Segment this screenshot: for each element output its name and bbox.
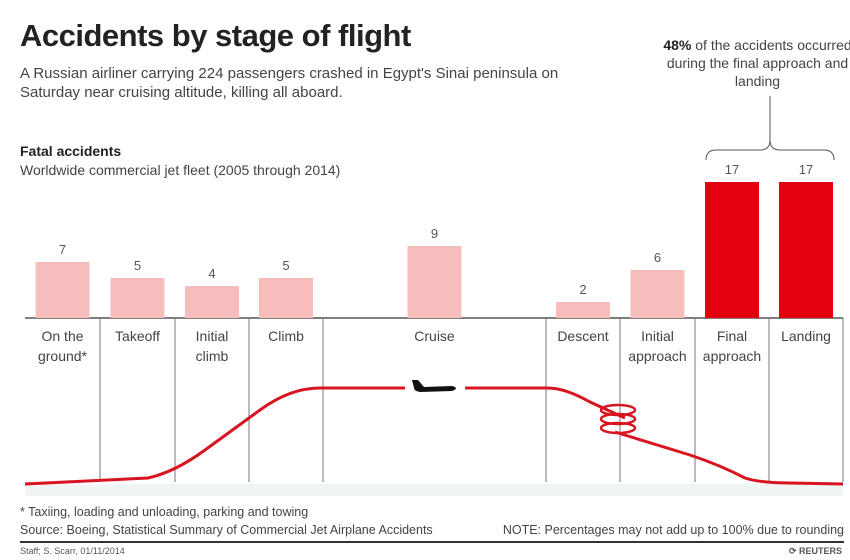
data-label: 17: [725, 162, 739, 177]
data-label: 2: [579, 282, 586, 297]
data-label: 5: [134, 258, 141, 273]
category-label: approach: [628, 348, 686, 364]
bar-8: [779, 182, 833, 318]
category-label: Climb: [268, 328, 304, 344]
flight-path-climb: [24, 386, 405, 486]
bar-5: [556, 302, 610, 318]
category-label: Takeoff: [115, 328, 160, 344]
logo-text: REUTERS: [798, 546, 842, 556]
data-label: 5: [282, 258, 289, 273]
category-label: Initial: [641, 328, 674, 344]
page-title: Accidents by stage of flight: [20, 18, 411, 53]
bar-4: [407, 246, 462, 318]
bar-3: [259, 278, 313, 318]
callout-text: of the accidents occurred during the fin…: [666, 37, 850, 89]
bar-7: [705, 182, 759, 318]
subtitle: A Russian airliner carrying 224 passenge…: [20, 65, 559, 101]
airplane-icon: [412, 380, 456, 392]
ground-band: [25, 484, 843, 496]
category-label: On the: [41, 328, 83, 344]
source: Source: Boeing, Statistical Summary of C…: [20, 523, 433, 537]
footnote: * Taxiing, loading and unloading, parkin…: [20, 505, 309, 519]
reuters-logo: ⟳ REUTERS: [788, 546, 842, 556]
category-label: Final: [717, 328, 747, 344]
credit: Staff; S. Scarr, 01/11/2014: [20, 546, 125, 556]
bracket: [705, 139, 835, 161]
bar-2: [185, 286, 239, 318]
data-label: 4: [208, 266, 215, 281]
callout-percent: 48%: [663, 37, 692, 53]
category-label: Descent: [557, 328, 608, 344]
category-label: Landing: [781, 328, 831, 344]
data-label: 7: [59, 242, 66, 257]
data-label: 9: [431, 226, 438, 241]
footer-divider: [20, 541, 844, 543]
data-label: 6: [654, 250, 661, 265]
category-label: ground*: [38, 348, 88, 364]
category-label: climb: [196, 348, 229, 364]
category-label: Initial: [196, 328, 229, 344]
bar-1: [110, 278, 165, 318]
data-label: 17: [799, 162, 813, 177]
category-label: Cruise: [414, 328, 455, 344]
callout: 48% of the accidents occurred during the…: [660, 36, 850, 90]
category-label: approach: [703, 348, 761, 364]
chart-subtitle: Worldwide commercial jet fleet (2005 thr…: [20, 162, 341, 178]
chart: 7 On the ground* 5 Takeoff 4 Initial climb 5 Clim…: [24, 96, 844, 496]
chart-title: Fatal accidents: [20, 143, 122, 159]
flight-path-approach: [614, 430, 844, 486]
bar-6: [630, 270, 685, 318]
bar-0: [35, 262, 90, 318]
note: NOTE: Percentages may not add up to 100%…: [502, 523, 844, 537]
flight-path-descent: [465, 386, 626, 420]
